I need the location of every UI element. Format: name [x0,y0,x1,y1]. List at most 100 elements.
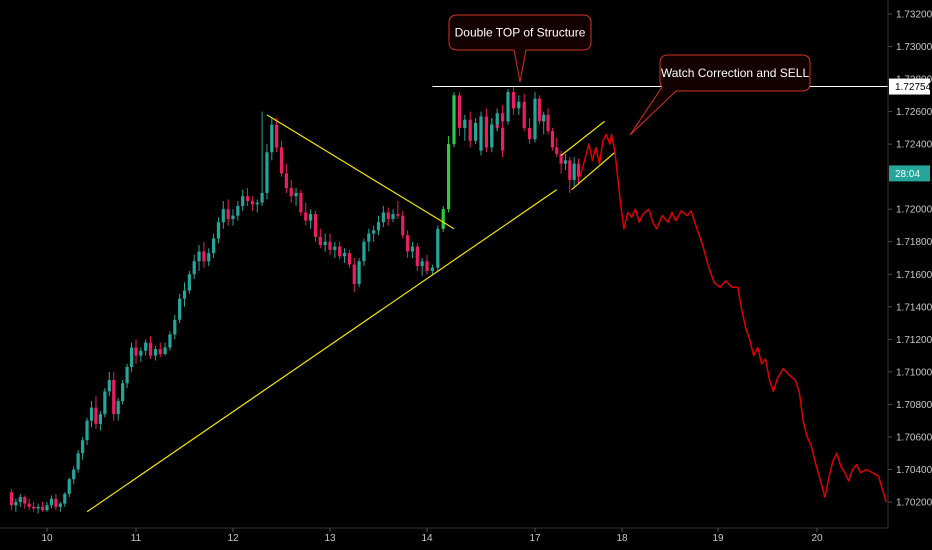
trendline [86,189,558,513]
candle [323,233,327,252]
candle [275,118,279,153]
candle [490,118,494,145]
candle [231,209,235,226]
tag-box [889,165,930,182]
candle-body [425,261,429,272]
candle-body [144,342,148,351]
candle [144,339,148,356]
candle [559,150,563,174]
candle [563,153,568,171]
candle [112,371,116,421]
x-tick-label: 14 [421,533,433,544]
trendline [266,114,455,230]
candle-body [72,469,76,480]
candle-body [468,119,472,141]
y-tick-label: 1.71400 [896,302,932,313]
candle-body [289,188,293,197]
y-tick-label: 1.73200 [896,10,932,21]
tag-label: 28:04 [895,169,920,180]
candle-body [372,230,376,234]
candle [342,248,347,263]
candle [192,254,196,280]
callout-bubble [448,14,592,83]
candle-body [376,222,381,231]
candle [72,466,76,485]
candle [495,108,499,132]
candle [178,293,182,324]
candle-body [23,497,27,504]
candle [328,233,332,255]
candle-body [139,350,143,356]
candle-body [107,380,111,392]
candle-body [58,503,62,507]
y-tick-label: 1.70200 [896,498,932,509]
candle-body [559,153,563,164]
candle [40,502,45,512]
y-tick-label: 1.71200 [896,335,932,346]
candle [436,225,440,272]
candle [98,410,102,431]
candle-body [304,212,308,221]
candle-body [187,274,191,291]
candle-body [250,201,254,205]
tag-box [889,78,930,95]
candle [362,238,366,267]
candle-body [576,163,581,177]
candle [318,228,322,249]
candle-body [163,347,167,354]
candle [245,188,250,206]
candle [14,498,18,512]
candle [506,88,510,125]
candle-body [555,147,559,154]
x-tick-label: 19 [712,533,724,544]
candle-body [406,235,410,252]
candle-body [484,116,488,138]
callout: Double TOP of Structure [448,14,592,83]
candle-body [158,349,162,354]
candle [148,336,153,359]
candle [187,271,191,294]
candle [289,179,293,203]
candle-body [352,264,356,285]
candle-body [207,253,211,262]
candle [555,137,559,158]
candle [425,254,429,275]
candle [103,388,107,418]
candle-body [479,116,483,151]
candle-body [279,147,284,174]
candle [452,92,456,148]
candle [139,347,143,363]
countdown-tag: 28:04 [889,165,930,182]
time-axis[interactable]: 10 11 12 13 14 17 18 19 20 [0,527,888,544]
candle [381,205,385,228]
x-tick-label: 20 [811,533,823,544]
candle [125,363,129,389]
candle-body [528,127,532,140]
y-tick-label: 1.70400 [896,465,932,476]
tag-label: 1.72754 [895,82,932,93]
candle [9,488,13,511]
candle-body [501,113,505,122]
candle [511,87,515,115]
candle-body [511,92,515,109]
candle-body [182,290,187,299]
candle-body [309,214,313,221]
trendline [560,120,605,156]
candle-body [85,420,89,441]
candle-body [81,440,85,454]
candle [36,503,40,514]
candle [32,502,36,512]
candles-layer [9,87,581,514]
candle-body [221,209,225,223]
candle [294,188,298,206]
candle [415,243,419,272]
candle [129,342,134,372]
candle-body [245,196,250,202]
candle-body [333,246,337,250]
candle [81,436,85,460]
candle-body [401,215,405,236]
x-tick-label: 10 [41,533,53,544]
candle [313,210,318,242]
candle-body [328,241,332,250]
